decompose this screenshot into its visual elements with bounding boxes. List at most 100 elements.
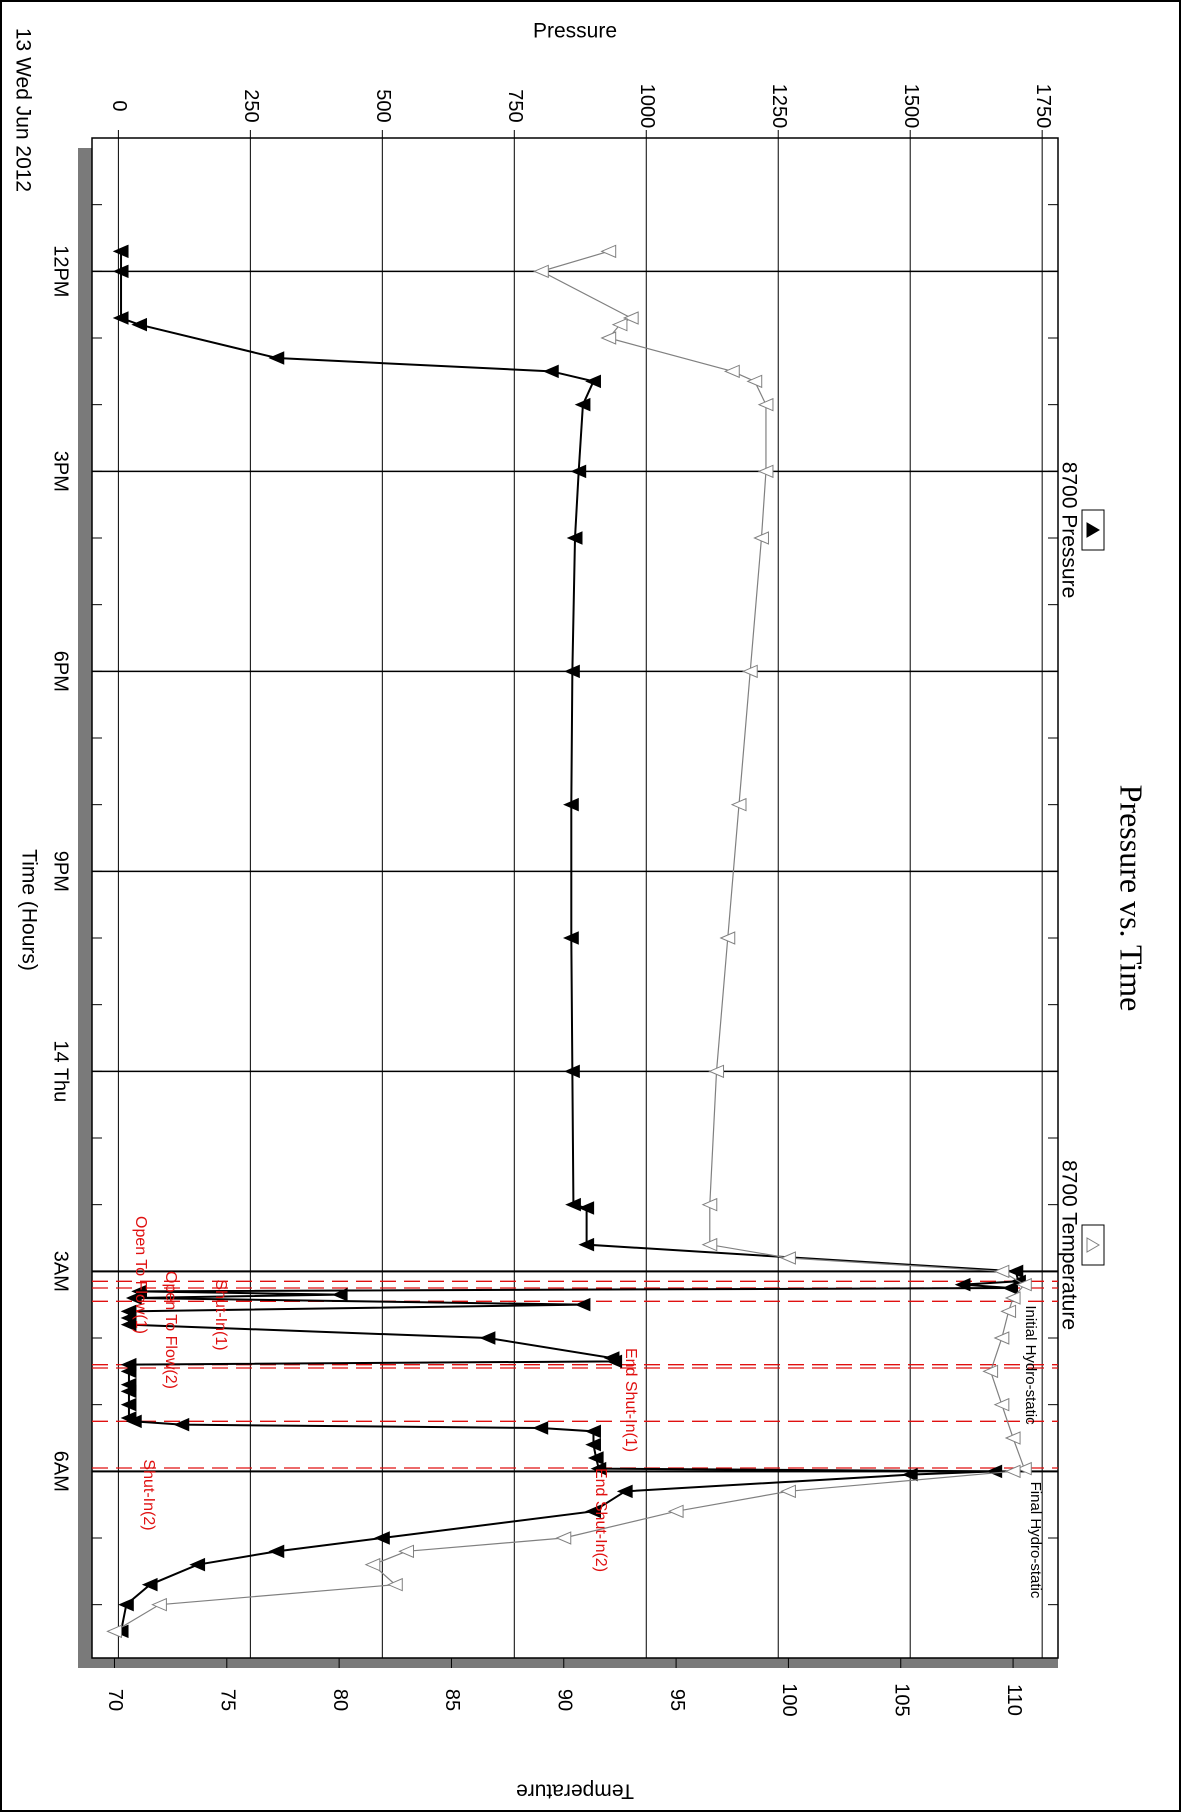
pressure-tick-label: 1500	[900, 84, 922, 129]
temperature-point	[398, 1544, 415, 1559]
temperature-point	[730, 797, 747, 812]
pressure-point	[189, 1557, 206, 1572]
pressure-point	[564, 1064, 580, 1079]
temperature-point	[611, 317, 628, 332]
pressure-point	[532, 1421, 549, 1435]
temperature-point	[719, 931, 736, 945]
temperature-point	[741, 664, 758, 679]
temperature-tick-label: 70	[104, 1689, 126, 1711]
pressure-point	[112, 311, 129, 325]
temperature-point	[106, 1624, 122, 1639]
x-tick-label: 3AM	[50, 1251, 72, 1292]
pressure-tick-label: 250	[240, 89, 262, 122]
pressure-tick-label: 500	[372, 89, 394, 122]
pressure-tick-label: 1750	[1032, 84, 1054, 129]
temperature-point	[555, 1531, 572, 1545]
pressure-tick-label: 1250	[768, 84, 790, 129]
event-annotation: Open To Flow(1)	[132, 1216, 149, 1334]
temperature-point	[982, 1364, 999, 1379]
x-tick-label: 12PM	[50, 245, 72, 297]
temperature-point	[780, 1484, 796, 1499]
pressure-point	[173, 1417, 190, 1432]
temperature-point	[993, 1264, 1010, 1279]
temperature-point	[1004, 1291, 1021, 1305]
pressure-point	[120, 1364, 137, 1379]
plot-area	[91, 137, 1059, 1659]
pressure-point	[112, 264, 129, 279]
pressure-point	[268, 1544, 285, 1559]
chart-marks: 12PM 3PM 6PM 9PM 14 Thu 3AM 6AM 0 250 500 750 1000 1…	[11, 20, 1149, 1803]
time-axis-label: Time (Hours)	[17, 849, 40, 971]
pressure-tick-label: 750	[504, 89, 526, 122]
pressure-point	[606, 1354, 623, 1369]
pressure-point	[563, 797, 579, 812]
x-tick-label: 3PM	[50, 451, 72, 492]
pressure-point	[578, 1201, 595, 1215]
pressure-point	[141, 1577, 158, 1592]
pressure-point	[125, 1414, 142, 1429]
pressure-point	[120, 1384, 137, 1399]
event-annotation: Shut-In(1)	[212, 1279, 229, 1350]
pressure-point	[120, 1317, 137, 1332]
temperature-tick-label: 105	[890, 1683, 912, 1716]
pressure-tick-label: 0	[108, 100, 130, 111]
temperature-point	[993, 1397, 1010, 1412]
temperature-point	[667, 1504, 684, 1519]
pressure-point	[590, 1461, 607, 1476]
temperature-point	[757, 397, 774, 412]
pressure-point	[112, 244, 129, 259]
temperature-point	[600, 244, 617, 259]
pressure-point	[374, 1531, 390, 1545]
pressure-point	[986, 1464, 1003, 1479]
date-label: 13 Wed Jun 2012	[11, 28, 34, 192]
pressure-point	[574, 397, 591, 412]
temperature-point	[746, 374, 763, 389]
pressure-point	[1007, 1264, 1024, 1279]
temperature-point	[1004, 1464, 1021, 1479]
temperature-tick-label: 100	[778, 1683, 800, 1716]
temperature-point	[757, 464, 774, 479]
pressure-point	[616, 1484, 633, 1499]
series-layer	[106, 244, 1032, 1639]
pressure-point	[125, 1291, 142, 1305]
pressure-point	[585, 1424, 601, 1439]
pressure-point	[954, 1277, 971, 1292]
legend-label: 8700 Temperature	[1057, 1160, 1080, 1330]
temperature-point	[622, 311, 639, 325]
pressure-point	[585, 374, 601, 389]
temperature-point	[701, 1197, 718, 1212]
temperature-tick-label: 85	[441, 1689, 463, 1711]
pressure-point	[901, 1467, 918, 1482]
pressure-point	[570, 464, 587, 479]
temperature-point	[151, 1597, 167, 1612]
event-annotation: Open To Flow(2)	[162, 1271, 179, 1389]
pressure-point	[578, 1237, 595, 1252]
pressure-point	[118, 1597, 134, 1612]
pressure-point	[1002, 1281, 1018, 1295]
x-tick-label: 6PM	[50, 651, 72, 692]
x-tick-label: 14 Thu	[50, 1040, 72, 1102]
event-annotation: Shut-In(2)	[140, 1459, 157, 1530]
pressure-point	[268, 351, 285, 365]
temperature-tick-label: 90	[553, 1689, 575, 1711]
temperature-point	[364, 1557, 381, 1572]
temperature-point	[1004, 1431, 1021, 1445]
temperature-point	[1016, 1461, 1032, 1476]
temperature-tick-label: 75	[217, 1689, 239, 1711]
pressure-point	[566, 531, 583, 545]
pressure-point	[479, 1331, 496, 1345]
temperature-point	[993, 1331, 1010, 1345]
temperature-tick-label: 80	[329, 1689, 351, 1711]
legend-marker	[1086, 1237, 1100, 1253]
pressure-point	[585, 1504, 601, 1519]
pressure-axis-label: Pressure	[533, 20, 617, 43]
temperature-point	[701, 1237, 718, 1252]
event-annotation: End Shut-In(2)	[592, 1468, 609, 1572]
pressure-point	[331, 1287, 348, 1302]
event-annotation: End Shut-In(1)	[622, 1348, 639, 1452]
pressure-point	[563, 931, 579, 945]
temperature-point	[753, 531, 769, 545]
legend-label: 8700 Pressure	[1057, 462, 1080, 599]
temperature-point	[723, 364, 740, 379]
